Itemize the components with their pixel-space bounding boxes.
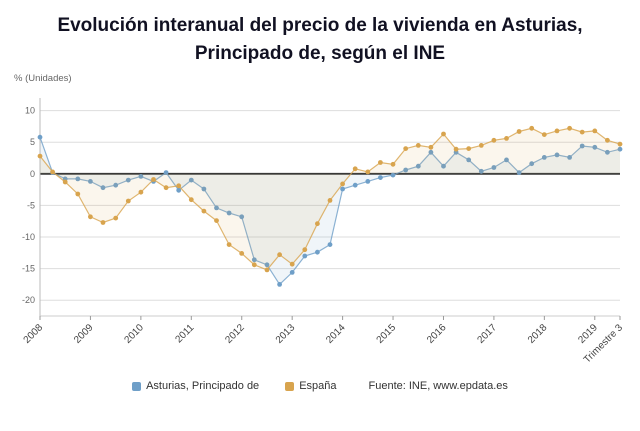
svg-text:2008: 2008 (22, 322, 46, 346)
svg-text:5: 5 (30, 137, 35, 147)
svg-text:2009: 2009 (72, 322, 96, 346)
legend-item-asturias[interactable]: Asturias, Principado de (132, 380, 259, 392)
svg-text:2011: 2011 (173, 322, 196, 345)
legend-swatch-espana-icon (285, 381, 295, 391)
svg-text:-20: -20 (22, 295, 35, 305)
svg-text:10: 10 (25, 106, 35, 116)
svg-text:2014: 2014 (324, 322, 348, 346)
legend-label-espana: España (299, 380, 337, 393)
svg-text:2016: 2016 (425, 322, 449, 346)
svg-text:-10: -10 (22, 232, 35, 242)
y-axis-label: % (Unidades) (14, 73, 72, 85)
svg-text:2015: 2015 (375, 322, 399, 346)
svg-text:-5: -5 (27, 201, 35, 211)
legend: Asturias, Principado de España Fuente: I… (0, 380, 640, 392)
svg-text:2013: 2013 (274, 322, 298, 346)
legend-item-espana[interactable]: España (285, 380, 337, 393)
svg-text:2012: 2012 (223, 322, 247, 346)
svg-text:0: 0 (30, 169, 35, 179)
svg-text:2018: 2018 (526, 322, 550, 346)
svg-text:-15: -15 (22, 264, 35, 274)
legend-label-asturias: Asturias, Principado de (146, 380, 260, 393)
svg-text:2010: 2010 (122, 322, 146, 346)
legend-swatch-asturias-icon (132, 381, 142, 391)
page-title-line1: Evolución interanual del precio de la vi… (57, 15, 583, 36)
chart-svg: 10 5 0 -5 -10 -15 -20 2008 2009 2010 2011 2012 2013 2… (22, 98, 625, 366)
page-title-line2: Principado de, según el INE (194, 42, 446, 64)
svg-text:2017: 2017 (476, 322, 500, 346)
chart-area: 10 5 0 -5 -10 -15 -20 2008 2009 2010 2011 2012 2013 2… (8, 84, 636, 380)
page-title: Evolución interanual del precio de la vi… (0, 0, 640, 71)
source-text: Fuente: INE, www.epdata.es (368, 380, 508, 393)
